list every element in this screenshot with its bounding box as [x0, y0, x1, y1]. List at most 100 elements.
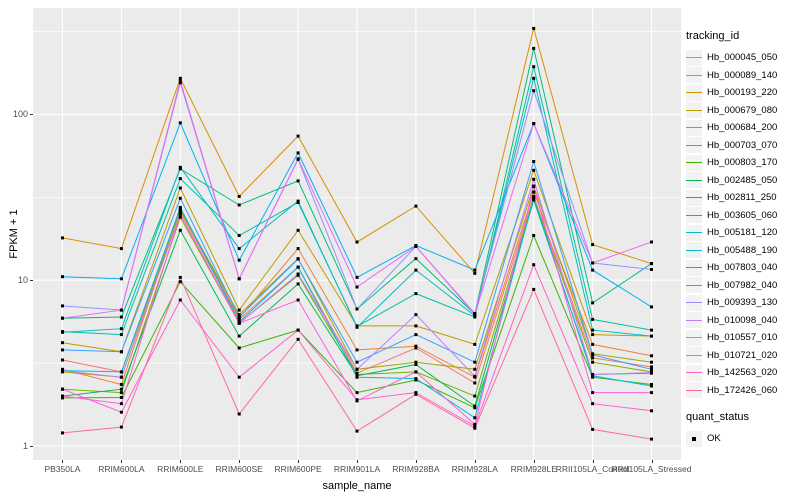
data-point [296, 328, 300, 332]
data-point [650, 268, 653, 271]
legend-entry-Hb_000679_080: Hb_000679_080 [686, 102, 798, 120]
legend-entry-Hb_010557_010: Hb_010557_010 [686, 329, 798, 347]
legend-entry-Hb_000193_220: Hb_000193_220 [686, 84, 798, 102]
x-tick-label-RRII105LA_Stressed: RRII105LA_Stressed [611, 464, 692, 474]
legend-key-icon [686, 294, 702, 311]
data-point [178, 228, 182, 232]
data-point [355, 429, 359, 433]
data-point [532, 46, 536, 50]
series-points-Hb_007982_040 [61, 160, 653, 371]
data-point [532, 234, 536, 237]
legend-entry-label: Hb_000045_050 [707, 52, 778, 64]
x-tick-mark [533, 460, 535, 463]
x-tick-mark [415, 460, 417, 463]
legend-tracking-title: tracking_id [686, 30, 740, 42]
data-point [591, 427, 595, 431]
legend-entry-Hb_005488_190: Hb_005488_190 [686, 242, 798, 260]
data-point [119, 410, 123, 414]
series-points-Hb_010557_010 [61, 79, 653, 320]
data-point [296, 247, 300, 251]
data-point [355, 325, 359, 329]
data-point [237, 258, 241, 262]
data-point [237, 308, 241, 312]
data-point [119, 333, 123, 337]
data-point [650, 371, 653, 375]
data-point [591, 342, 595, 346]
legend-quant-label: OK [707, 433, 721, 445]
legend-key-icon [686, 207, 702, 224]
line-swatch-icon [686, 214, 702, 216]
legend-key-icon [686, 329, 702, 346]
data-point [650, 367, 653, 371]
data-point [178, 208, 182, 212]
data-point [355, 391, 359, 395]
x-tick-mark [474, 460, 476, 463]
data-point [532, 196, 536, 200]
data-point [414, 392, 418, 396]
data-point [61, 369, 64, 373]
legend-entry-label: Hb_002485_050 [707, 174, 778, 186]
legend-key-icon [686, 154, 702, 171]
legend-entry-Hb_002485_050: Hb_002485_050 [686, 172, 798, 190]
data-point [473, 416, 477, 420]
legend-entry-Hb_172426_060: Hb_172426_060 [686, 382, 798, 400]
data-point [119, 387, 123, 391]
data-point [532, 76, 536, 80]
legend-entry-Hb_142563_020: Hb_142563_020 [686, 364, 798, 382]
y-tick-mark [30, 446, 33, 447]
legend-entry-label: Hb_007803_040 [707, 262, 778, 274]
data-point [355, 398, 359, 402]
data-point [591, 353, 595, 357]
data-point [414, 292, 418, 296]
data-point [591, 333, 595, 337]
data-point [650, 240, 653, 244]
legend-tracking-entries: Hb_000045_050 Hb_000089_140 Hb_000193_220 H… [686, 49, 798, 399]
data-point [591, 301, 595, 305]
data-point [355, 367, 359, 371]
data-point [414, 344, 418, 348]
legend-key-icon [686, 364, 702, 381]
legend-entry-label: Hb_000679_080 [707, 104, 778, 116]
data-point [296, 272, 300, 276]
data-point [296, 282, 300, 286]
x-tick-label-RRIM928LA: RRIM928LA [451, 464, 498, 474]
x-tick-label-RRIM600LE: RRIM600LE [157, 464, 204, 474]
data-point [650, 354, 653, 358]
data-point [61, 330, 64, 334]
line-swatch-icon [686, 267, 702, 269]
legend-key-icon [686, 312, 702, 329]
data-point [119, 277, 123, 281]
plot-panel [33, 8, 681, 460]
data-point [119, 315, 123, 319]
data-point [473, 404, 477, 408]
line-swatch-icon [686, 284, 702, 286]
data-point [61, 316, 64, 320]
legend-entry-label: Hb_010098_040 [707, 314, 778, 326]
data-point [178, 205, 182, 209]
x-tick-label-RRIM600LA: RRIM600LA [98, 464, 145, 474]
data-point [532, 168, 536, 172]
x-tick-mark [357, 460, 358, 463]
x-tick-label-RRIM901LA: RRIM901LA [333, 464, 381, 474]
data-point [178, 165, 182, 169]
quant-ok-key [686, 430, 702, 447]
legend-key-icon [686, 102, 702, 119]
data-point [591, 360, 595, 364]
data-point [650, 437, 653, 441]
data-point [650, 360, 653, 364]
data-point [178, 121, 182, 125]
data-point [414, 346, 418, 350]
x-axis-title: sample_name [322, 480, 392, 492]
data-point [532, 160, 536, 163]
plot-canvas [33, 8, 681, 460]
data-point [473, 406, 477, 410]
data-point [237, 321, 241, 325]
data-point [178, 212, 182, 216]
data-point [237, 334, 241, 338]
data-point [414, 391, 418, 395]
legend-entry-label: Hb_005488_190 [707, 244, 778, 256]
data-point [591, 373, 595, 376]
data-point [61, 431, 64, 435]
legend-entry-Hb_000803_170: Hb_000803_170 [686, 154, 798, 172]
data-point [355, 307, 359, 311]
